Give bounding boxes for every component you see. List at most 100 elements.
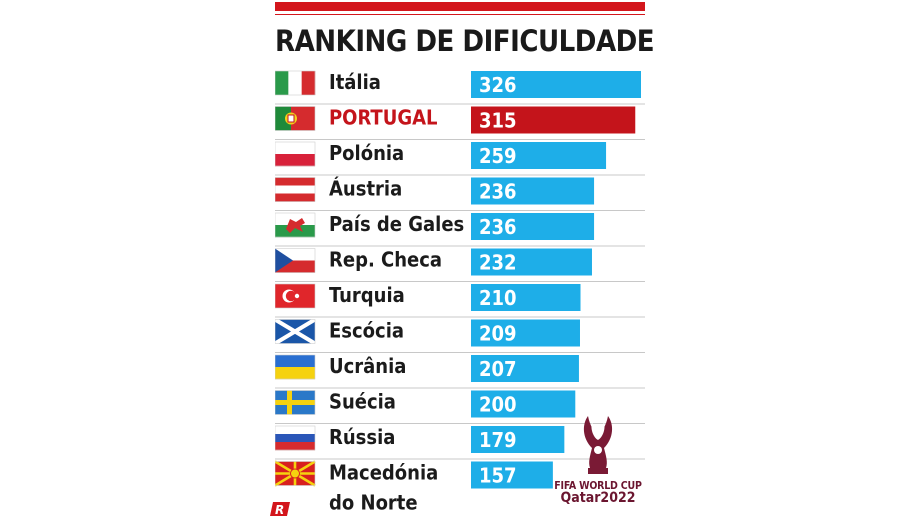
category-label: Polónia (329, 141, 404, 165)
chart-row: Rep. Checa 232 (275, 248, 645, 282)
record-logo-icon: R (270, 502, 290, 517)
bar (471, 248, 592, 276)
category-label-line: Macedónia (329, 461, 438, 485)
flag-stripe (275, 142, 315, 155)
category-label: Rússia (329, 425, 395, 449)
flag-border (275, 354, 316, 380)
flag-stripe (275, 442, 315, 451)
sweden-flag-icon (275, 390, 316, 415)
category-label: Turquia (329, 283, 405, 307)
flag-border (275, 106, 316, 131)
flag-stripe (275, 154, 315, 167)
chart-row: Turquia 210 (275, 283, 645, 318)
flag-stripe (275, 193, 315, 202)
category-label: País de Gales (329, 212, 464, 236)
chart-row: Macedónia do Norte 157 (275, 460, 553, 515)
world-cup-trophy-icon (583, 416, 613, 474)
bar (471, 284, 581, 311)
scotland-flag-icon (275, 317, 317, 346)
ukraine-flag-icon (275, 354, 316, 380)
value-label: 236 (479, 180, 517, 204)
svg-text:R: R (275, 503, 284, 517)
bar (471, 213, 595, 240)
austria-flag-icon (275, 177, 316, 202)
czechia-flag-icon (275, 248, 316, 273)
chart-row: Suécia 200 (275, 390, 645, 424)
category-label-line: do Norte (329, 491, 418, 515)
flag-border (275, 461, 316, 486)
chart-title: RANKING DE DIFICULDADE (275, 24, 655, 58)
value-label: 315 (479, 109, 517, 133)
flag-stripe (275, 355, 315, 368)
value-label: 200 (479, 393, 517, 417)
bar (471, 355, 579, 382)
top-accent-line (275, 14, 645, 15)
flag-stripe (275, 367, 315, 380)
value-label: 236 (479, 215, 517, 239)
category-label: Escócia (329, 319, 404, 343)
flag-star (294, 293, 300, 299)
category-label: Suécia (329, 390, 396, 414)
flag-triangle (275, 248, 293, 273)
russia-flag-icon (275, 425, 316, 451)
top-accent-bar (275, 2, 645, 11)
flag-stripe (275, 185, 315, 194)
category-label: Áustria (329, 177, 402, 201)
bar (471, 319, 580, 347)
value-label: 259 (479, 144, 517, 168)
flag-stripe (301, 71, 316, 95)
category-label: Ucrânia (329, 354, 406, 378)
flag-emblem (287, 114, 295, 123)
infographic-panel: RANKING DE DIFICULDADE Itália 326 PORTUGAL… (270, 0, 655, 518)
flag-stripe (275, 434, 315, 443)
bar (471, 142, 607, 169)
north-macedonia-flag-icon (275, 460, 316, 487)
bar (471, 177, 595, 205)
value-label: 209 (479, 322, 517, 346)
bar (471, 461, 553, 489)
flag-stripe (275, 213, 315, 226)
chart-row: País de Gales 236 (275, 212, 645, 247)
category-label: Macedónia do Norte (329, 461, 438, 515)
world-cup-text: FIFA WORLD CUP (554, 480, 642, 492)
value-label: 157 (479, 464, 517, 488)
chart-row: Escócia 209 (275, 317, 645, 353)
flag-dragon (286, 218, 305, 233)
bar (471, 106, 636, 134)
qatar-2022-text: Qatar2022 (560, 490, 636, 506)
chart-row: Ucrânia 207 (275, 354, 645, 389)
flag-stripe (288, 71, 302, 95)
flag-border (275, 141, 316, 167)
value-label: 207 (479, 357, 517, 381)
flag-border (275, 283, 316, 309)
flag-saltire (275, 317, 317, 346)
flag-border (275, 177, 316, 202)
category-label: PORTUGAL (329, 106, 437, 130)
flag-stripe (275, 106, 291, 131)
chart-row: Itália 326 (275, 70, 645, 105)
bar (471, 71, 641, 98)
value-label: 232 (479, 251, 517, 275)
turkey-flag-icon (275, 283, 316, 309)
flag-stripe (275, 71, 289, 95)
value-label: 179 (479, 428, 517, 452)
flag-border (275, 319, 316, 344)
poland-flag-icon (275, 141, 316, 167)
flag-sun (290, 468, 300, 479)
flag-stripe (275, 225, 315, 238)
ranking-chart: Itália 326 PORTUGAL 315 Polónia 259 Áustria 236… (275, 70, 645, 515)
portugal-flag-icon (275, 106, 316, 131)
chart-row: Áustria 236 (275, 177, 645, 211)
flag-crescent-cut (285, 290, 297, 302)
chart-row: Rússia 179 (275, 425, 645, 460)
flag-stripe (275, 426, 315, 435)
chart-row: PORTUGAL 315 (275, 106, 645, 140)
world-cup-logo: FIFA WORLD CUP Qatar2022 (548, 412, 648, 506)
category-label: Rep. Checa (329, 248, 442, 272)
flag-border (275, 212, 316, 238)
flag-cross (275, 400, 315, 405)
value-label: 326 (479, 73, 517, 97)
bar (471, 426, 565, 453)
flag-border (275, 390, 316, 415)
value-label: 210 (479, 286, 517, 310)
